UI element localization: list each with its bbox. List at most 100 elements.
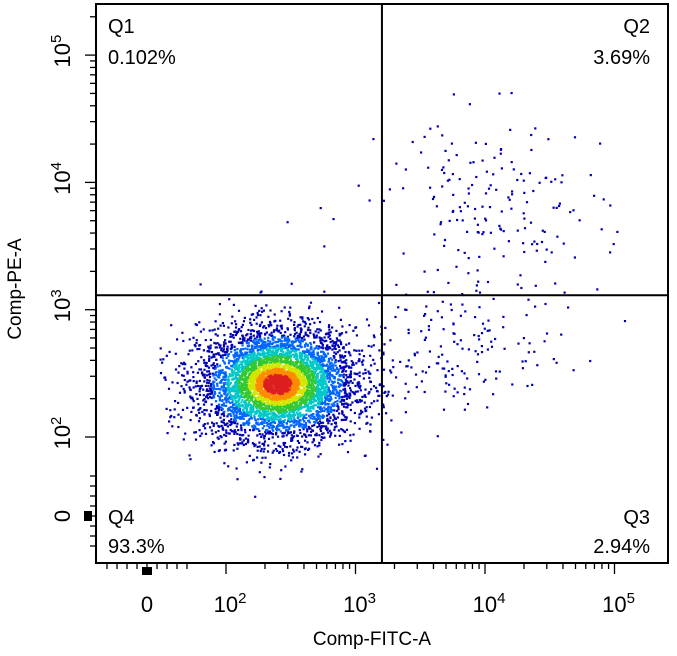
event-dot xyxy=(232,396,235,399)
event-dot xyxy=(304,354,307,357)
event-dot xyxy=(354,384,357,387)
event-dot xyxy=(188,454,191,457)
event-dot xyxy=(463,372,466,375)
event-dot xyxy=(231,406,234,409)
event-dot xyxy=(256,341,259,344)
event-dot xyxy=(263,360,266,363)
event-dot xyxy=(298,450,301,453)
event-dot xyxy=(235,404,238,407)
event-dot xyxy=(236,406,239,409)
event-dot xyxy=(306,354,309,357)
event-dot xyxy=(241,417,244,420)
event-dot xyxy=(223,341,226,344)
event-dot xyxy=(249,384,252,387)
event-dot xyxy=(319,428,322,431)
event-dot xyxy=(458,206,461,209)
event-dot xyxy=(328,429,331,432)
event-dot xyxy=(246,367,249,370)
event-dot xyxy=(254,400,257,403)
event-dot xyxy=(242,408,245,411)
event-dot xyxy=(279,445,282,448)
event-dot xyxy=(230,335,233,338)
event-dot xyxy=(218,376,221,379)
event-dot xyxy=(273,415,276,418)
event-dot xyxy=(217,437,220,440)
event-dot xyxy=(212,422,215,425)
event-dot xyxy=(481,233,484,236)
event-dot xyxy=(224,381,227,384)
event-dot xyxy=(282,334,285,337)
event-dot xyxy=(298,441,301,444)
event-dot xyxy=(225,353,229,356)
event-dot xyxy=(321,399,324,402)
event-dot xyxy=(287,407,291,410)
event-dot xyxy=(266,398,269,401)
event-dot xyxy=(222,378,225,381)
event-dot xyxy=(260,290,263,293)
event-dot xyxy=(276,425,279,428)
event-dot xyxy=(332,218,335,221)
event-dot xyxy=(275,371,278,374)
event-dot xyxy=(224,371,227,374)
event-dot xyxy=(222,402,225,405)
event-dot xyxy=(298,375,302,378)
event-dot xyxy=(503,347,506,350)
event-dot xyxy=(279,331,282,335)
event-dot xyxy=(385,412,388,415)
event-dot xyxy=(318,401,321,404)
event-dot xyxy=(218,449,221,452)
event-dot xyxy=(223,382,226,385)
event-dot xyxy=(313,347,316,350)
event-dot xyxy=(316,392,319,395)
event-dot xyxy=(492,173,495,176)
event-dot xyxy=(298,404,301,407)
event-dot xyxy=(275,405,278,408)
event-dot xyxy=(189,458,192,461)
event-dot xyxy=(237,377,240,380)
event-dot xyxy=(320,310,324,313)
event-dot xyxy=(255,368,258,371)
event-dot xyxy=(345,397,348,400)
event-dot xyxy=(345,416,348,419)
event-dot xyxy=(217,411,220,414)
event-dot xyxy=(322,371,325,374)
event-dot xyxy=(249,408,252,411)
event-dot xyxy=(320,402,323,406)
event-dot xyxy=(239,411,242,414)
event-dot xyxy=(306,378,309,381)
event-dot xyxy=(357,401,360,404)
event-dot xyxy=(545,248,548,251)
event-dot xyxy=(310,385,313,388)
event-dot xyxy=(446,179,449,182)
event-dot xyxy=(351,401,354,404)
event-dot xyxy=(313,356,316,359)
event-dot xyxy=(293,425,296,429)
event-dot xyxy=(382,368,386,371)
event-dot xyxy=(286,373,290,376)
event-dot xyxy=(324,390,327,393)
event-dot xyxy=(281,398,284,401)
event-dot xyxy=(375,467,379,470)
event-dot xyxy=(290,385,293,388)
event-dot xyxy=(286,340,290,344)
event-dot xyxy=(516,229,519,232)
event-dot xyxy=(318,328,321,331)
event-dot xyxy=(545,332,549,335)
event-dot xyxy=(296,360,299,363)
event-dot xyxy=(320,358,323,361)
event-dot xyxy=(246,344,249,347)
event-dot xyxy=(306,357,310,360)
event-dot xyxy=(232,360,235,363)
event-dot xyxy=(263,352,266,355)
event-dot xyxy=(245,378,248,382)
event-dot xyxy=(473,217,476,220)
event-dot xyxy=(365,406,368,409)
event-dot xyxy=(164,378,167,381)
event-dot xyxy=(528,342,531,345)
event-dot xyxy=(316,373,319,376)
event-dot xyxy=(272,362,275,365)
event-dot xyxy=(241,354,244,357)
event-dot xyxy=(314,434,317,437)
event-dot xyxy=(372,334,375,337)
event-dot xyxy=(252,377,255,380)
